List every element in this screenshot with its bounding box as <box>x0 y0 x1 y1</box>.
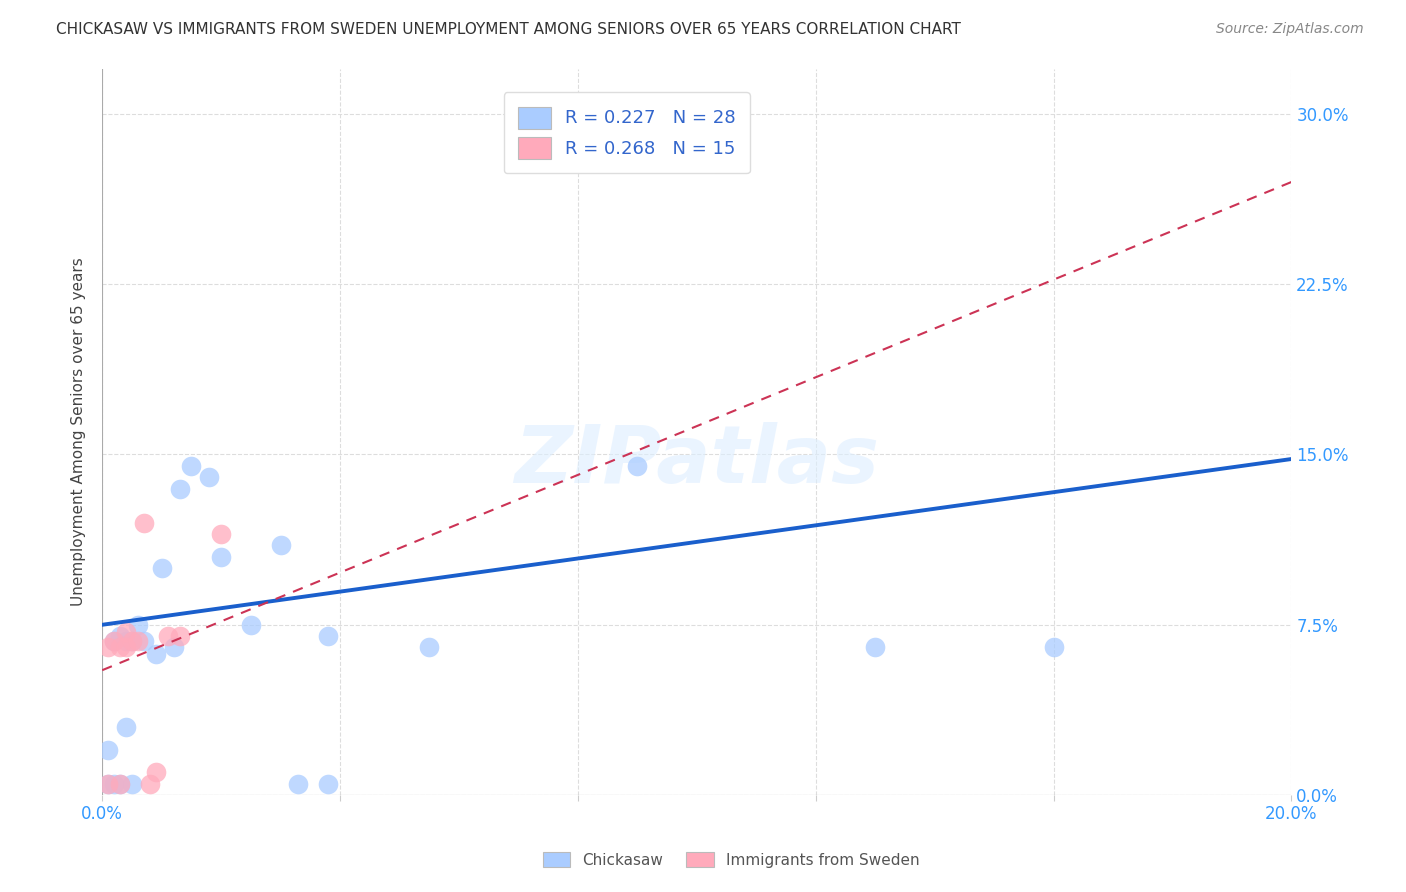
Point <box>108 777 131 791</box>
Point <box>97 742 120 756</box>
Point <box>97 777 120 791</box>
Point <box>108 629 131 643</box>
Point <box>103 633 125 648</box>
Point <box>270 538 292 552</box>
Point <box>209 549 232 564</box>
Point <box>127 617 149 632</box>
Point <box>108 640 131 655</box>
Point <box>121 633 143 648</box>
Point <box>1042 640 1064 655</box>
Legend: Chickasaw, Immigrants from Sweden: Chickasaw, Immigrants from Sweden <box>536 844 927 875</box>
Point <box>139 777 162 791</box>
Point <box>127 633 149 648</box>
Point <box>316 777 339 791</box>
Point <box>169 482 191 496</box>
Point <box>287 777 309 791</box>
Point <box>97 777 120 791</box>
Point <box>863 640 886 655</box>
Point <box>156 629 179 643</box>
Point <box>418 640 440 655</box>
Point <box>115 624 138 639</box>
Legend: R = 0.227   N = 28, R = 0.268   N = 15: R = 0.227 N = 28, R = 0.268 N = 15 <box>503 92 751 173</box>
Point <box>239 617 262 632</box>
Point <box>150 561 173 575</box>
Point <box>103 633 125 648</box>
Point <box>316 629 339 643</box>
Text: Source: ZipAtlas.com: Source: ZipAtlas.com <box>1216 22 1364 37</box>
Point <box>108 777 131 791</box>
Point <box>97 640 120 655</box>
Y-axis label: Unemployment Among Seniors over 65 years: Unemployment Among Seniors over 65 years <box>72 258 86 607</box>
Point <box>115 640 138 655</box>
Point <box>209 527 232 541</box>
Text: ZIPatlas: ZIPatlas <box>515 422 879 500</box>
Point <box>132 516 155 530</box>
Point <box>145 765 167 780</box>
Point <box>162 640 184 655</box>
Point <box>121 777 143 791</box>
Point <box>132 633 155 648</box>
Point <box>103 777 125 791</box>
Point <box>169 629 191 643</box>
Point <box>145 648 167 662</box>
Point <box>115 720 138 734</box>
Point <box>121 633 143 648</box>
Point <box>198 470 221 484</box>
Point <box>626 458 648 473</box>
Point <box>115 633 138 648</box>
Point <box>180 458 202 473</box>
Text: CHICKASAW VS IMMIGRANTS FROM SWEDEN UNEMPLOYMENT AMONG SENIORS OVER 65 YEARS COR: CHICKASAW VS IMMIGRANTS FROM SWEDEN UNEM… <box>56 22 962 37</box>
